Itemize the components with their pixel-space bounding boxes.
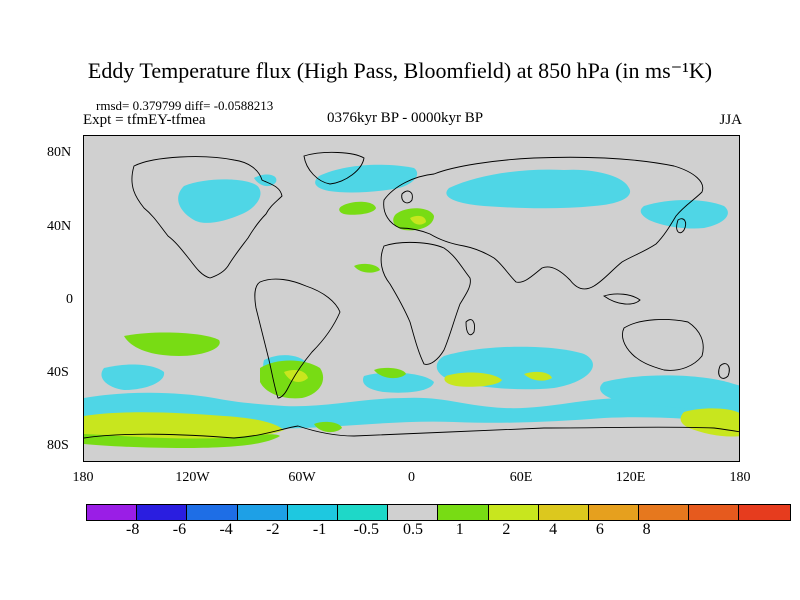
coastline-eurasia xyxy=(383,156,704,290)
anomaly-negative-south-pacific-east xyxy=(600,375,739,412)
colorbar-swatch xyxy=(87,505,138,520)
map-panel xyxy=(83,135,740,462)
coastline-south-america xyxy=(254,278,341,399)
x-tick-label: 180 xyxy=(72,470,94,485)
anomaly-negative-north-pacific xyxy=(640,200,728,229)
colorbar-label: -6 xyxy=(172,521,187,538)
coastline-uk xyxy=(401,190,413,204)
colorbar-label: -8 xyxy=(126,521,140,538)
anomaly-negative-eurasia xyxy=(446,169,631,209)
coastline-japan xyxy=(676,218,687,234)
colorbar-swatch xyxy=(137,505,188,520)
colorbar-label: 6 xyxy=(595,521,604,538)
colorbar-swatch xyxy=(438,505,489,520)
colorbar-swatch xyxy=(488,505,539,520)
colorbar-label: 8 xyxy=(642,521,651,538)
plot-title: Eddy Temperature flux (High Pass, Bloomf… xyxy=(87,58,713,83)
colorbar-swatch xyxy=(588,505,640,520)
coastline-australia xyxy=(621,319,704,371)
colorbar-swatch xyxy=(538,505,589,520)
anomaly-positive-south-atlantic xyxy=(374,367,406,379)
x-tick-label: 120E xyxy=(615,470,646,485)
experiment-label: Expt = tfmEY-tfmea xyxy=(83,112,206,128)
coastline-indonesia xyxy=(603,293,641,305)
colorbar-label: 1 xyxy=(455,521,464,538)
anomaly-positive-antarctic-atlantic xyxy=(314,421,342,433)
colorbar-swatch xyxy=(388,505,439,520)
colorbar xyxy=(86,504,791,521)
coastline-antarctica xyxy=(84,425,739,439)
colorbar-label: 0.5 xyxy=(403,521,423,538)
colorbar-swatch xyxy=(689,505,740,520)
colorbar-label: -4 xyxy=(219,521,233,538)
anomaly-positive-antarctic-pacific xyxy=(84,412,284,440)
anomaly-negative-south-pacific xyxy=(101,364,165,390)
x-tick-label: 60W xyxy=(288,470,316,485)
coastline-madagascar xyxy=(465,319,475,336)
colorbar-label: 2 xyxy=(502,521,511,538)
colorbar-label: 4 xyxy=(549,521,558,538)
y-tick-label: 40N xyxy=(47,219,72,234)
anomaly-positive-south-america-core xyxy=(284,370,308,382)
anomaly-positive-south-indian xyxy=(444,372,502,387)
colorbar-swatch xyxy=(337,505,389,520)
anomaly-positive-mid-atlantic xyxy=(339,201,376,215)
colorbar-label: -0.5 xyxy=(353,521,379,538)
coastline-north-america xyxy=(131,156,283,279)
anomaly-negative-north-atlantic xyxy=(315,164,418,193)
anomaly-positive-south-indian-east xyxy=(524,371,552,381)
colorbar-label: -2 xyxy=(266,521,280,538)
coastline-greenland xyxy=(303,151,365,185)
y-tick-label: 80S xyxy=(47,438,69,453)
colorbar-swatch xyxy=(187,505,238,520)
anomaly-negative-alaska xyxy=(254,174,277,187)
coastline-new-zealand xyxy=(718,363,730,379)
colorbar-swatch xyxy=(739,505,790,520)
y-tick-label: 40S xyxy=(47,365,69,380)
x-tick-label: 180 xyxy=(729,470,751,485)
anomaly-fields xyxy=(84,164,739,448)
period-label: 0376kyr BP - 0000kyr BP xyxy=(326,110,484,126)
anomaly-negative-south-atlantic xyxy=(362,372,434,393)
anomaly-negative-north-america xyxy=(178,179,261,223)
colorbar-label: -1 xyxy=(312,521,327,538)
x-tick-label: 0 xyxy=(408,470,415,485)
colorbar-swatch xyxy=(639,505,690,520)
coastline-africa xyxy=(380,241,471,365)
colorbar-swatch xyxy=(287,505,338,520)
map-svg xyxy=(84,151,739,448)
stats-text: rmsd= 0.379799 diff= -0.0588213 xyxy=(96,98,274,113)
y-tick-label: 0 xyxy=(66,292,73,307)
coastlines xyxy=(84,151,739,439)
colorbar-swatch xyxy=(237,505,288,520)
season-label: JJA xyxy=(719,112,742,128)
anomaly-positive-west-africa-coast xyxy=(354,263,380,273)
anomaly-negative-asia-small xyxy=(569,182,602,195)
anomaly-positive-antarctic-east xyxy=(680,408,739,437)
x-tick-label: 120W xyxy=(175,470,210,485)
anomaly-positive-south-pacific xyxy=(124,332,220,356)
y-tick-label: 80N xyxy=(47,145,72,160)
anomaly-positive-europe-core xyxy=(410,215,426,225)
x-tick-label: 60E xyxy=(509,470,533,485)
